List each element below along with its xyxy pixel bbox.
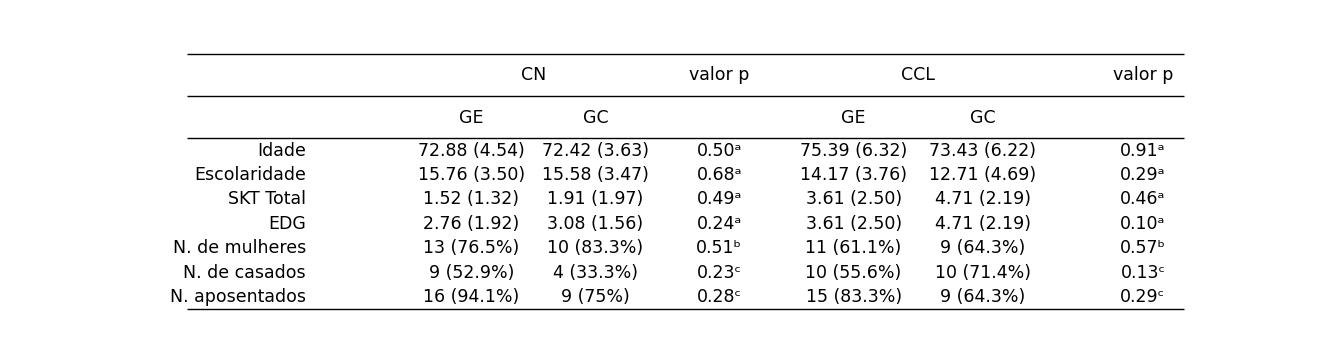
Text: valor p: valor p	[689, 66, 749, 84]
Text: 0.29ᵃ: 0.29ᵃ	[1120, 166, 1165, 184]
Text: CN: CN	[521, 66, 547, 84]
Text: 14.17 (3.76): 14.17 (3.76)	[800, 166, 908, 184]
Text: 0.13ᶜ: 0.13ᶜ	[1120, 264, 1165, 282]
Text: 0.46ᵃ: 0.46ᵃ	[1120, 190, 1165, 208]
Text: 0.10ᵃ: 0.10ᵃ	[1120, 215, 1165, 233]
Text: 3.61 (2.50): 3.61 (2.50)	[805, 215, 901, 233]
Text: 0.28ᶜ: 0.28ᶜ	[697, 288, 742, 306]
Text: Escolaridade: Escolaridade	[195, 166, 307, 184]
Text: GE: GE	[459, 108, 484, 127]
Text: GC: GC	[583, 108, 608, 127]
Text: GC: GC	[970, 108, 996, 127]
Text: 75.39 (6.32): 75.39 (6.32)	[800, 142, 908, 160]
Text: valor p: valor p	[1113, 66, 1173, 84]
Text: 0.50ᵃ: 0.50ᵃ	[697, 142, 742, 160]
Text: 16 (94.1%): 16 (94.1%)	[424, 288, 520, 306]
Text: 15 (83.3%): 15 (83.3%)	[805, 288, 901, 306]
Text: 4.71 (2.19): 4.71 (2.19)	[934, 215, 1030, 233]
Text: 0.23ᶜ: 0.23ᶜ	[697, 264, 742, 282]
Text: 15.58 (3.47): 15.58 (3.47)	[543, 166, 649, 184]
Text: 10 (71.4%): 10 (71.4%)	[934, 264, 1030, 282]
Text: 0.51ᵇ: 0.51ᵇ	[696, 239, 742, 257]
Text: 0.29ᶜ: 0.29ᶜ	[1120, 288, 1165, 306]
Text: N. de casados: N. de casados	[184, 264, 307, 282]
Text: 0.24ᵃ: 0.24ᵃ	[697, 215, 742, 233]
Text: N. aposentados: N. aposentados	[171, 288, 307, 306]
Text: 1.91 (1.97): 1.91 (1.97)	[548, 190, 644, 208]
Text: 9 (75%): 9 (75%)	[561, 288, 629, 306]
Text: 1.52 (1.32): 1.52 (1.32)	[424, 190, 520, 208]
Text: 10 (55.6%): 10 (55.6%)	[805, 264, 901, 282]
Text: 0.68ᵃ: 0.68ᵃ	[697, 166, 742, 184]
Text: 9 (52.9%): 9 (52.9%)	[429, 264, 515, 282]
Text: 11 (61.1%): 11 (61.1%)	[805, 239, 901, 257]
Text: 73.43 (6.22): 73.43 (6.22)	[929, 142, 1036, 160]
Text: 4 (33.3%): 4 (33.3%)	[553, 264, 639, 282]
Text: N. de mulheres: N. de mulheres	[173, 239, 307, 257]
Text: Idade: Idade	[257, 142, 307, 160]
Text: GE: GE	[841, 108, 866, 127]
Text: 4.71 (2.19): 4.71 (2.19)	[934, 190, 1030, 208]
Text: 3.08 (1.56): 3.08 (1.56)	[548, 215, 644, 233]
Text: 15.76 (3.50): 15.76 (3.50)	[417, 166, 525, 184]
Text: 2.76 (1.92): 2.76 (1.92)	[424, 215, 520, 233]
Text: 0.49ᵃ: 0.49ᵃ	[697, 190, 742, 208]
Text: 0.57ᵇ: 0.57ᵇ	[1120, 239, 1166, 257]
Text: SKT Total: SKT Total	[228, 190, 307, 208]
Text: 12.71 (4.69): 12.71 (4.69)	[929, 166, 1036, 184]
Text: EDG: EDG	[268, 215, 307, 233]
Text: 9 (64.3%): 9 (64.3%)	[940, 288, 1025, 306]
Text: 9 (64.3%): 9 (64.3%)	[940, 239, 1025, 257]
Text: 72.88 (4.54): 72.88 (4.54)	[419, 142, 525, 160]
Text: 72.42 (3.63): 72.42 (3.63)	[541, 142, 649, 160]
Text: 10 (83.3%): 10 (83.3%)	[548, 239, 644, 257]
Text: 3.61 (2.50): 3.61 (2.50)	[805, 190, 901, 208]
Text: CCL: CCL	[901, 66, 934, 84]
Text: 0.91ᵃ: 0.91ᵃ	[1120, 142, 1165, 160]
Text: 13 (76.5%): 13 (76.5%)	[424, 239, 520, 257]
